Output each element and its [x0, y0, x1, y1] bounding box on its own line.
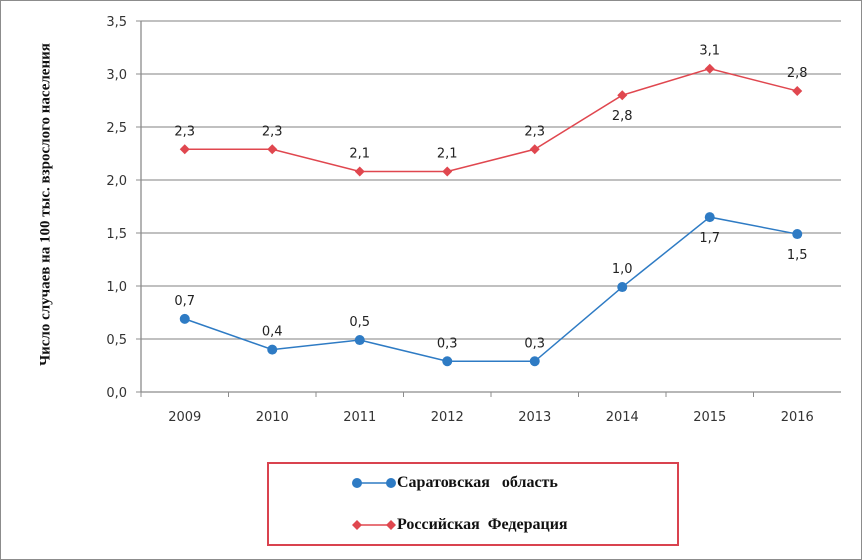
legend: Саратовская область Российская Федерация: [267, 462, 679, 546]
data-label: 0,7: [174, 294, 195, 309]
data-label: 2,1: [349, 147, 370, 162]
data-label: 0,3: [524, 336, 545, 351]
x-tick-label: 2009: [168, 410, 201, 425]
data-label: 2,3: [174, 124, 195, 139]
data-point: [179, 144, 190, 155]
data-point: [267, 344, 278, 355]
data-label: 2,3: [524, 124, 545, 139]
x-tick-label: 2015: [693, 410, 726, 425]
legend-label: Саратовская область: [397, 474, 558, 491]
x-tick-label: 2010: [256, 410, 289, 425]
data-label: 1,7: [699, 231, 720, 246]
data-point: [529, 144, 540, 155]
y-tick-label: 2,0: [106, 174, 127, 189]
legend-item-saratov: Саратовская область: [351, 474, 558, 492]
data-point: [442, 166, 453, 177]
data-point: [617, 282, 628, 293]
data-label: 2,8: [612, 109, 633, 124]
data-point: [442, 356, 453, 367]
data-point: [617, 90, 628, 101]
x-tick-label: 2013: [518, 410, 551, 425]
data-label: 2,3: [262, 124, 283, 139]
y-tick-label: 0,5: [106, 333, 127, 348]
data-point: [792, 229, 803, 240]
x-tick-label: 2014: [606, 410, 639, 425]
line-chart: 0,0 0,5 1,0 1,5 2,0 2,5 3,0 3,5 2009 2010 2011 2012…: [106, 15, 841, 425]
data-label: 0,5: [349, 315, 370, 330]
diamond-marker-icon: [352, 520, 396, 530]
y-tick-label: 3,0: [106, 68, 127, 83]
data-label: 0,3: [437, 336, 458, 351]
y-tick-label: 0,0: [106, 386, 127, 401]
data-label: 0,4: [262, 325, 283, 340]
data-label: 2,8: [787, 66, 808, 81]
legend-label: Российская Федерация: [397, 516, 568, 533]
circle-marker-icon: [352, 478, 396, 488]
data-point: [704, 63, 715, 74]
data-label: 2,1: [437, 147, 458, 162]
y-tick-label: 3,5: [106, 15, 127, 30]
data-point: [354, 166, 365, 177]
y-tick-label: 1,0: [106, 280, 127, 295]
data-label: 1,5: [787, 248, 808, 263]
y-tick-label: 1,5: [106, 227, 127, 242]
series-line-1: [184, 67, 798, 173]
x-tick-label: 2012: [431, 410, 464, 425]
data-point: [354, 335, 365, 346]
x-tick-label: 2011: [343, 410, 376, 425]
data-point: [179, 313, 190, 324]
y-tick-label: 2,5: [106, 121, 127, 136]
data-point: [267, 144, 278, 155]
data-point: [704, 212, 715, 223]
legend-item-russia: Российская Федерация: [351, 516, 568, 534]
data-label: 1,0: [612, 262, 633, 277]
series-line-0: [184, 216, 798, 363]
data-point: [792, 85, 803, 96]
data-label: 3,1: [699, 44, 720, 59]
y-axis-label: Число случаев на 100 тыс. взрослого насе…: [37, 43, 54, 366]
x-tick-label: 2016: [781, 410, 814, 425]
data-point: [529, 356, 540, 367]
